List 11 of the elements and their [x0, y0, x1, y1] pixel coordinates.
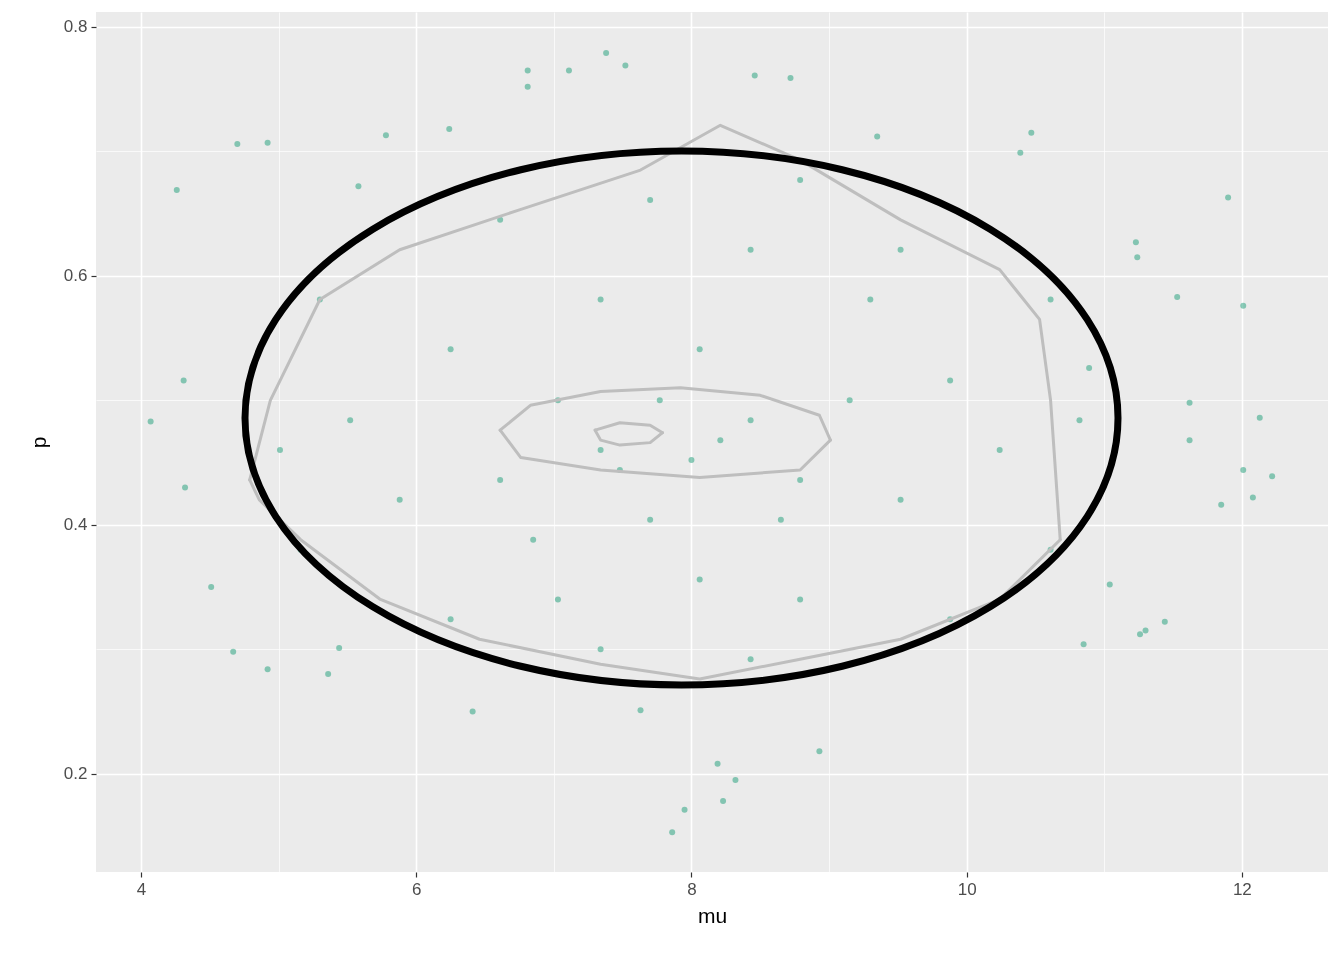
- x-axis-title: mu: [697, 903, 728, 927]
- y-tick-label: 0.2: [63, 764, 88, 784]
- x-tick-label: 6: [411, 879, 422, 899]
- y-tick-label: 0.8: [63, 17, 88, 37]
- y-tick-label: 0.6: [63, 266, 88, 286]
- x-tick-label: 12: [1232, 879, 1252, 899]
- x-tick-label: 4: [136, 879, 147, 899]
- x-tick-label: 8: [687, 879, 697, 899]
- y-axis-title: p: [26, 436, 50, 449]
- y-tick-label: 0.4: [63, 515, 88, 535]
- x-tick-label: 10: [957, 879, 977, 899]
